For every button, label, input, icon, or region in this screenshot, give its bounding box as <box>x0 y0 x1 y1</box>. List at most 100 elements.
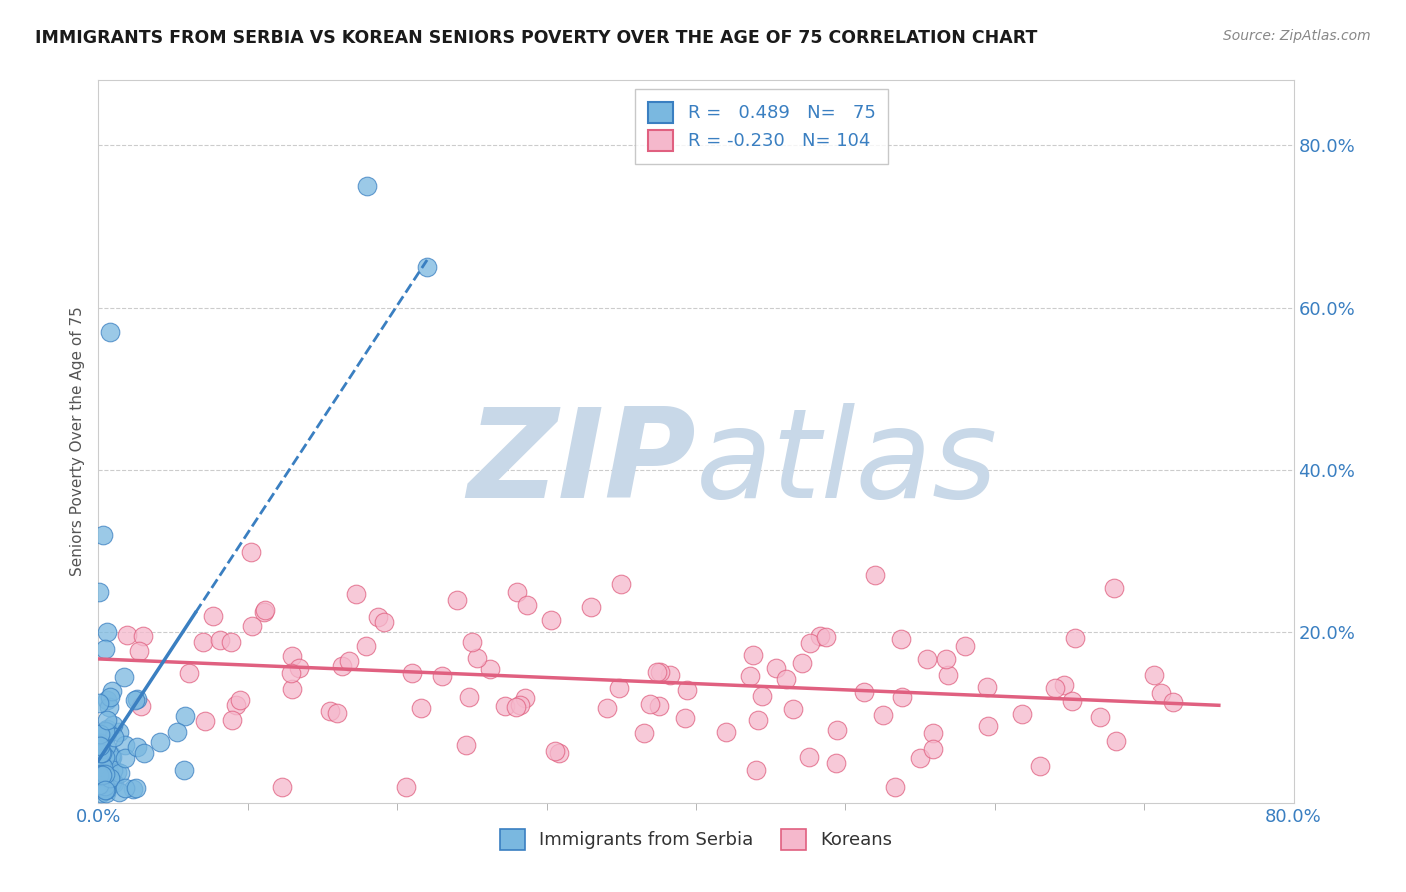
Point <box>114 781 136 796</box>
Point <box>114 751 136 765</box>
Point <box>93 780 115 794</box>
Point <box>100 690 122 704</box>
Point <box>89 769 111 783</box>
Point <box>936 668 959 682</box>
Point <box>745 764 768 778</box>
Point <box>94 739 117 753</box>
Point <box>1105 733 1128 747</box>
Point <box>1053 677 1076 691</box>
Point <box>89 727 111 741</box>
Point <box>515 690 537 705</box>
Point <box>94 767 117 781</box>
Point <box>775 672 797 686</box>
Point <box>132 629 155 643</box>
Point <box>738 669 761 683</box>
Point <box>1062 694 1084 708</box>
Point <box>94 724 117 739</box>
Legend: Immigrants from Serbia, Koreans: Immigrants from Serbia, Koreans <box>491 820 901 859</box>
Point <box>645 665 668 679</box>
Point <box>1150 686 1173 700</box>
Point <box>101 684 124 698</box>
Point <box>548 746 571 760</box>
Point <box>98 764 121 779</box>
Point <box>93 749 115 764</box>
Point <box>673 711 696 725</box>
Point <box>89 767 111 781</box>
Point <box>825 756 848 770</box>
Point <box>89 736 111 750</box>
Point <box>254 603 277 617</box>
Point <box>815 630 838 644</box>
Point <box>432 669 454 683</box>
Text: IMMIGRANTS FROM SERBIA VS KOREAN SENIORS POVERTY OVER THE AGE OF 75 CORRELATION : IMMIGRANTS FROM SERBIA VS KOREAN SENIORS… <box>35 29 1038 46</box>
Point <box>240 619 263 633</box>
Point <box>1161 695 1184 709</box>
Point <box>271 780 294 794</box>
Point <box>221 714 243 728</box>
Point <box>344 587 367 601</box>
Point <box>326 706 349 721</box>
Point <box>935 652 957 666</box>
Point <box>281 681 304 696</box>
Point <box>825 723 848 738</box>
Point <box>1028 759 1050 773</box>
Point <box>908 751 931 765</box>
Point <box>579 600 602 615</box>
Point <box>716 724 738 739</box>
Point <box>915 652 938 666</box>
Point <box>114 738 136 752</box>
Point <box>91 746 114 760</box>
Point <box>409 700 432 714</box>
Point <box>792 656 814 670</box>
Point <box>107 725 129 739</box>
Point <box>287 661 309 675</box>
Point <box>782 702 804 716</box>
Point <box>457 690 479 705</box>
Point <box>446 592 468 607</box>
Point <box>765 661 787 675</box>
Point <box>90 746 112 760</box>
Point <box>872 708 894 723</box>
Point <box>465 651 488 665</box>
Point <box>149 735 172 749</box>
Point <box>129 699 152 714</box>
Point <box>112 670 135 684</box>
Point <box>610 576 633 591</box>
Point <box>281 648 304 663</box>
Point <box>93 750 115 764</box>
Y-axis label: Seniors Poverty Over the Age of 75: Seniors Poverty Over the Age of 75 <box>69 307 84 576</box>
Point <box>638 697 661 711</box>
Point <box>100 747 122 762</box>
Point <box>96 625 118 640</box>
Point <box>173 764 195 778</box>
Point <box>1063 631 1085 645</box>
Point <box>103 775 125 789</box>
Point <box>87 755 110 769</box>
Point <box>94 786 117 800</box>
Text: Source: ZipAtlas.com: Source: ZipAtlas.com <box>1223 29 1371 43</box>
Point <box>87 696 110 710</box>
Point <box>101 775 124 789</box>
Point <box>115 628 138 642</box>
Point <box>173 709 195 723</box>
Point <box>516 598 538 612</box>
Point <box>506 584 529 599</box>
Point <box>852 684 875 698</box>
Point <box>494 699 516 714</box>
Point <box>96 713 118 727</box>
Point <box>751 690 773 704</box>
Point <box>94 641 117 656</box>
Point <box>676 683 699 698</box>
Point <box>976 680 998 694</box>
Point <box>799 635 821 649</box>
Point <box>97 767 120 781</box>
Point <box>658 667 681 681</box>
Point <box>373 615 395 629</box>
Point <box>225 698 247 713</box>
Point <box>356 178 378 193</box>
Point <box>239 544 262 558</box>
Text: ZIP: ZIP <box>467 402 696 524</box>
Point <box>596 701 619 715</box>
Point <box>890 632 912 647</box>
Point <box>89 778 111 792</box>
